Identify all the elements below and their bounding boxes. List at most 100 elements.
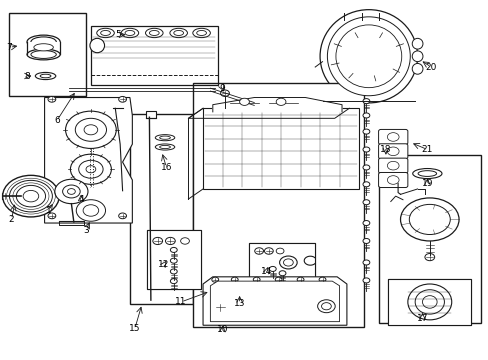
Circle shape — [386, 161, 398, 170]
Ellipse shape — [414, 290, 444, 314]
Circle shape — [170, 269, 177, 274]
Text: 4: 4 — [78, 195, 84, 204]
Circle shape — [211, 277, 218, 282]
Ellipse shape — [145, 28, 163, 38]
Polygon shape — [378, 155, 480, 323]
Text: 20: 20 — [425, 63, 436, 72]
Circle shape — [48, 96, 56, 102]
Ellipse shape — [121, 28, 139, 38]
Ellipse shape — [31, 50, 56, 58]
Circle shape — [119, 213, 126, 219]
Text: 2: 2 — [9, 215, 14, 224]
Circle shape — [362, 260, 369, 265]
Circle shape — [16, 185, 45, 207]
Ellipse shape — [412, 168, 441, 179]
Circle shape — [84, 125, 98, 135]
Circle shape — [400, 198, 458, 241]
Text: 11: 11 — [175, 297, 186, 306]
Text: 14: 14 — [260, 267, 272, 276]
Circle shape — [283, 259, 293, 266]
Ellipse shape — [27, 35, 60, 49]
Ellipse shape — [40, 74, 51, 78]
Circle shape — [76, 200, 105, 221]
Text: 9: 9 — [219, 84, 225, 93]
Ellipse shape — [320, 10, 417, 103]
Circle shape — [2, 175, 59, 217]
Circle shape — [386, 176, 398, 184]
Circle shape — [65, 111, 116, 148]
Circle shape — [254, 248, 263, 254]
Circle shape — [276, 98, 285, 105]
Circle shape — [317, 300, 334, 313]
Circle shape — [362, 221, 369, 226]
Circle shape — [321, 303, 330, 310]
Polygon shape — [27, 42, 60, 54]
Ellipse shape — [407, 284, 451, 320]
Polygon shape — [91, 26, 217, 85]
Polygon shape — [1, 193, 8, 199]
Text: 8: 8 — [24, 72, 30, 81]
FancyBboxPatch shape — [378, 158, 407, 173]
Ellipse shape — [34, 44, 53, 51]
Circle shape — [180, 238, 189, 244]
Circle shape — [386, 147, 398, 156]
Polygon shape — [387, 279, 470, 325]
Ellipse shape — [411, 51, 422, 62]
Circle shape — [83, 205, 99, 216]
Circle shape — [362, 182, 369, 187]
Circle shape — [319, 277, 325, 282]
Ellipse shape — [327, 17, 409, 96]
Circle shape — [62, 185, 80, 198]
FancyBboxPatch shape — [378, 130, 407, 144]
Polygon shape — [147, 230, 200, 289]
Ellipse shape — [27, 49, 60, 60]
Circle shape — [253, 277, 260, 282]
Circle shape — [275, 277, 282, 282]
Circle shape — [55, 179, 88, 204]
Polygon shape — [193, 83, 363, 327]
Circle shape — [362, 147, 369, 152]
Circle shape — [239, 98, 249, 105]
Ellipse shape — [125, 31, 135, 36]
Ellipse shape — [159, 136, 170, 139]
Polygon shape — [203, 108, 358, 189]
Circle shape — [362, 238, 369, 243]
Circle shape — [70, 154, 111, 184]
FancyBboxPatch shape — [378, 172, 407, 188]
Circle shape — [86, 166, 96, 173]
Circle shape — [297, 277, 304, 282]
Ellipse shape — [173, 31, 183, 36]
Circle shape — [67, 189, 75, 194]
Polygon shape — [145, 111, 156, 118]
Circle shape — [170, 258, 177, 263]
Circle shape — [362, 200, 369, 205]
Circle shape — [386, 133, 398, 141]
Circle shape — [170, 279, 177, 284]
Ellipse shape — [149, 31, 159, 36]
Circle shape — [362, 165, 369, 170]
Ellipse shape — [417, 171, 436, 176]
Circle shape — [362, 113, 369, 118]
Ellipse shape — [169, 28, 187, 38]
Polygon shape — [210, 281, 339, 321]
Circle shape — [279, 271, 285, 276]
Polygon shape — [147, 230, 200, 289]
Circle shape — [279, 256, 297, 269]
Circle shape — [264, 248, 273, 254]
Circle shape — [165, 237, 175, 244]
Text: 19: 19 — [421, 179, 432, 188]
Circle shape — [119, 96, 126, 102]
Text: 5: 5 — [115, 30, 121, 39]
Circle shape — [424, 253, 434, 261]
Text: 13: 13 — [233, 299, 245, 308]
Circle shape — [75, 118, 106, 141]
Ellipse shape — [101, 31, 110, 36]
Circle shape — [79, 160, 103, 178]
Polygon shape — [44, 98, 132, 223]
Circle shape — [153, 237, 162, 244]
Ellipse shape — [422, 296, 436, 308]
Polygon shape — [130, 114, 193, 304]
Circle shape — [170, 247, 177, 252]
Ellipse shape — [411, 63, 422, 74]
Circle shape — [362, 278, 369, 283]
